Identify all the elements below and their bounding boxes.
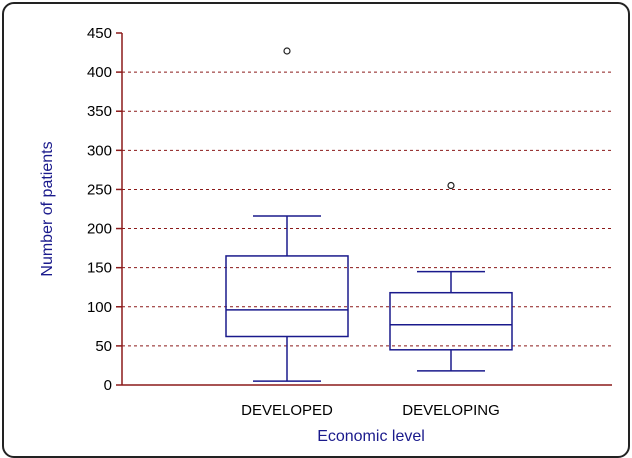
grid-lines bbox=[122, 71, 612, 347]
box-developing bbox=[389, 181, 513, 372]
x-category-label: DEVELOPED bbox=[241, 402, 333, 419]
y-tick-label: 300 bbox=[87, 142, 112, 159]
y-tick-label: 450 bbox=[87, 25, 112, 42]
interquartile-box bbox=[225, 255, 349, 338]
y-tick-label: 400 bbox=[87, 64, 112, 81]
y-axis-title: Number of patients bbox=[39, 141, 56, 276]
outlier-point bbox=[283, 47, 291, 55]
x-axis-title: Economic level bbox=[317, 428, 425, 445]
y-tick-label: 200 bbox=[87, 221, 112, 238]
y-tick-labels: 0 50 100 150 200 250 300 350 400 450 bbox=[87, 25, 122, 394]
y-tick-label: 150 bbox=[87, 260, 112, 277]
axes bbox=[121, 33, 612, 386]
box-series bbox=[225, 47, 513, 382]
y-tick-label: 250 bbox=[87, 181, 112, 198]
x-category-label: DEVELOPING bbox=[402, 402, 500, 419]
y-tick-label: 100 bbox=[87, 299, 112, 316]
y-tick-label: 50 bbox=[95, 338, 112, 355]
box-developed bbox=[225, 47, 349, 382]
outlier-point bbox=[447, 181, 455, 190]
y-tick-label: 0 bbox=[104, 377, 112, 394]
x-category-labels: DEVELOPED DEVELOPING bbox=[241, 402, 500, 419]
interquartile-box bbox=[389, 291, 513, 351]
y-tick-label: 350 bbox=[87, 103, 112, 120]
